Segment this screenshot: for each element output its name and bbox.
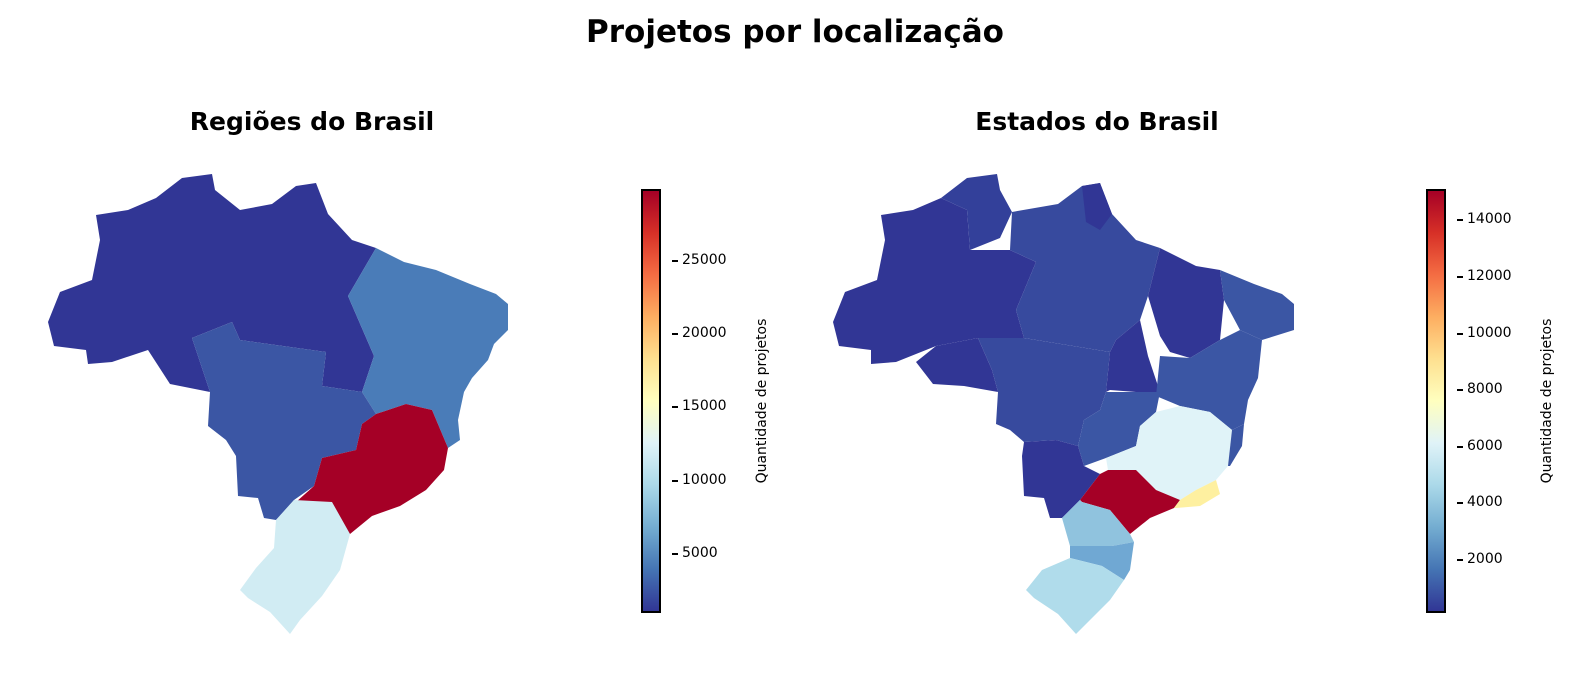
state-mg xyxy=(1106,406,1232,500)
left-colorbar-tick: 10000 xyxy=(672,472,727,488)
state-rr xyxy=(941,174,1012,250)
figure-title: Projetos por localização xyxy=(586,14,1004,50)
right-colorbar-tick: 10000 xyxy=(1457,325,1512,341)
left-colorbar-tick: 15000 xyxy=(672,398,727,414)
left-colorbar-tick: 25000 xyxy=(672,252,727,268)
right-colorbar-tick: 4000 xyxy=(1457,494,1503,510)
state-pa xyxy=(1010,183,1160,352)
state-am xyxy=(833,198,1036,364)
state-rj xyxy=(1174,480,1220,508)
state-ac-ro xyxy=(916,338,998,392)
region-centro-oeste xyxy=(192,322,376,520)
left-colorbar xyxy=(641,189,661,613)
left-colorbar-tick: 20000 xyxy=(672,325,727,341)
left-map-title: Regiões do Brasil xyxy=(189,107,435,136)
state-ap xyxy=(1082,183,1112,230)
region-sudeste xyxy=(296,404,448,534)
state-ms xyxy=(1022,440,1100,518)
state-sc xyxy=(1070,542,1134,580)
state-ma-pi xyxy=(1148,248,1224,358)
right-colorbar xyxy=(1426,189,1446,613)
right-colorbar-tick: 6000 xyxy=(1457,438,1503,454)
region-sul xyxy=(240,500,350,634)
state-ce-rn-pb xyxy=(1220,270,1294,340)
state-rs xyxy=(1026,558,1124,634)
right-colorbar-tick: 12000 xyxy=(1457,268,1512,284)
region-nordeste xyxy=(348,248,508,448)
right-colorbar-tick: 14000 xyxy=(1457,211,1512,227)
left-colorbar-tick: 5000 xyxy=(672,545,718,561)
state-ba xyxy=(1156,330,1262,430)
state-mt xyxy=(978,338,1110,446)
state-sp xyxy=(1080,470,1180,534)
state-go-df xyxy=(1078,392,1160,466)
state-to xyxy=(1106,320,1160,392)
right-map xyxy=(833,174,1294,634)
state-pr xyxy=(1062,500,1134,546)
right-colorbar-tick: 2000 xyxy=(1457,551,1503,567)
state-es xyxy=(1228,424,1244,466)
left-map xyxy=(48,174,508,634)
right-colorbar-label: Quantidade de projetos xyxy=(1539,318,1555,484)
right-colorbar-tick: 8000 xyxy=(1457,381,1503,397)
right-map-title: Estados do Brasil xyxy=(975,107,1219,136)
left-colorbar-label: Quantidade de projetos xyxy=(754,318,770,484)
region-norte xyxy=(48,174,376,392)
